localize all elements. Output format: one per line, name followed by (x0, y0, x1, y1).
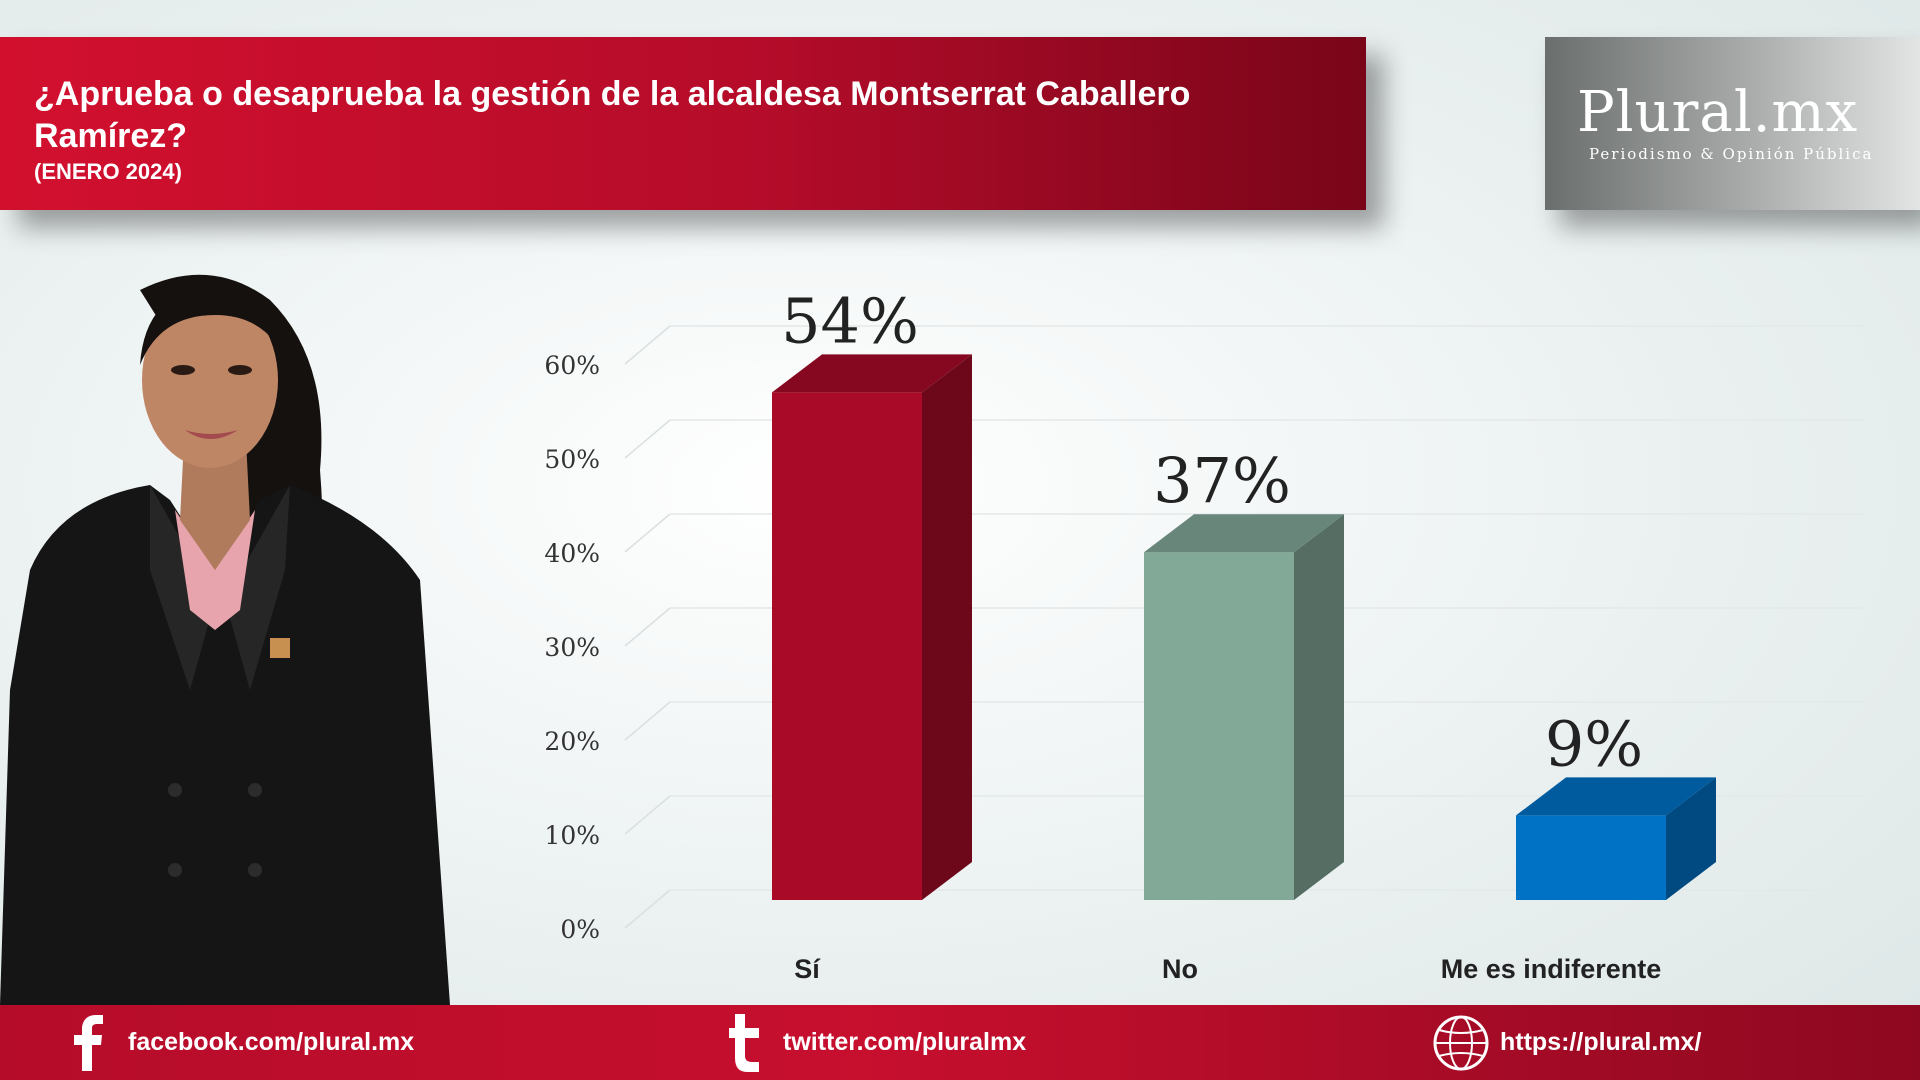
bar-front (772, 392, 922, 900)
gridline-diag (624, 701, 671, 741)
logo-tagline: Periodismo & Opinión Pública (1589, 145, 1874, 163)
value-label: 54% (781, 284, 919, 357)
gridline-diag (624, 795, 671, 835)
chart-subtitle: (ENERO 2024) (34, 159, 182, 184)
website-url: https://plural.mx/ (1500, 1028, 1702, 1056)
value-label-layer: 54% 37% 9% (781, 284, 1643, 780)
facebook-url: facebook.com/plural.mx (128, 1028, 415, 1056)
header-banner: ¿Aprueba o desaprueba la gestión de la a… (0, 37, 1366, 210)
gridline-diag (624, 607, 671, 647)
chart-title: ¿Aprueba o desaprueba la gestión de la a… (34, 75, 1191, 155)
bar-top (1144, 514, 1344, 553)
bar-top (1516, 777, 1716, 816)
person-portrait (0, 274, 450, 1005)
y-tick-label: 30% (544, 633, 600, 662)
value-label: 37% (1153, 444, 1291, 517)
website-link[interactable]: https://plural.mx/ (1430, 1005, 1701, 1080)
facebook-link[interactable]: facebook.com/plural.mx (70, 1005, 414, 1080)
category-label: Sí (794, 954, 821, 984)
gridline-diag (624, 513, 671, 553)
y-tick-label: 0% (560, 915, 600, 944)
twitter-url: twitter.com/pluralmx (783, 1028, 1027, 1056)
bar-top (772, 354, 972, 393)
bar-layer (772, 354, 1716, 900)
bar-front (1144, 552, 1294, 900)
y-tick-label: 60% (544, 351, 600, 380)
bar-side (1666, 777, 1716, 900)
globe-icon (1433, 1015, 1489, 1070)
category-label: No (1162, 954, 1198, 984)
y-tick-label: 40% (544, 539, 600, 568)
value-label: 9% (1545, 707, 1643, 780)
footer-bar: facebook.com/plural.mx twitter.com/plura… (0, 1005, 1920, 1080)
gridline-diag (624, 325, 671, 365)
bar-side (922, 354, 972, 900)
y-tick-label: 20% (544, 727, 600, 756)
category-label: Me es indiferente (1441, 954, 1662, 984)
twitter-icon (729, 1013, 759, 1072)
category-label-layer: Sí No Me es indiferente (794, 954, 1661, 984)
twitter-link[interactable]: twitter.com/pluralmx (725, 1005, 1026, 1080)
bar-side (1294, 514, 1344, 900)
logo-name: Plural.mx (1577, 80, 1859, 145)
y-tick-layer: 0% 10% 20% 30% 40% 50% 60% (544, 351, 600, 944)
y-tick-label: 10% (544, 821, 600, 850)
brand-logo: Plural.mx Periodismo & Opinión Pública (1545, 37, 1920, 210)
bar-front (1516, 815, 1666, 900)
gridline-diag (624, 419, 671, 459)
gridline-diag (624, 889, 671, 929)
y-tick-label: 50% (544, 445, 600, 474)
facebook-icon (74, 1014, 103, 1071)
